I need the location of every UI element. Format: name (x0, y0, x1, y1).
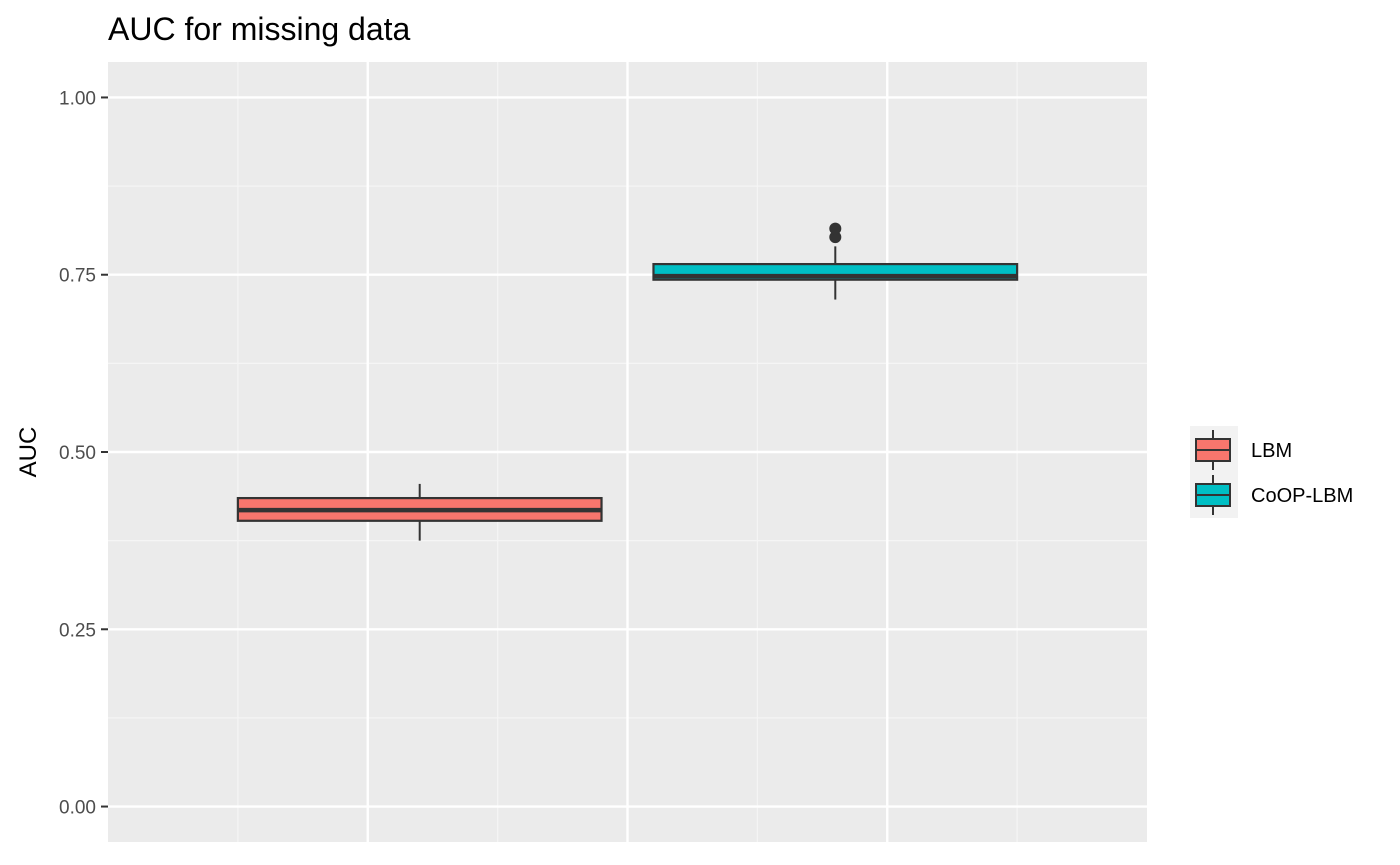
major-gridlines (108, 62, 1147, 842)
y-tick-label: 0.75 (59, 266, 96, 287)
y-tick-label: 0.25 (59, 620, 96, 641)
legend: LBM CoOP-LBM (1190, 426, 1353, 518)
chart-title: AUC for missing data (108, 11, 411, 47)
legend-label: LBM (1251, 440, 1292, 462)
coop-lbm-outlier-point (829, 222, 842, 235)
boxplots (236, 222, 1019, 541)
coop-lbm-outlier-point (829, 231, 842, 244)
legend-label: CoOP-LBM (1251, 485, 1353, 507)
y-tick-label: 0.50 (59, 443, 96, 464)
y-axis: 0.00 0.25 0.50 0.75 1.00 (59, 88, 108, 819)
y-tick-label: 0.00 (59, 798, 96, 819)
y-axis-label: AUC (15, 427, 42, 478)
y-tick-label: 1.00 (59, 88, 96, 109)
